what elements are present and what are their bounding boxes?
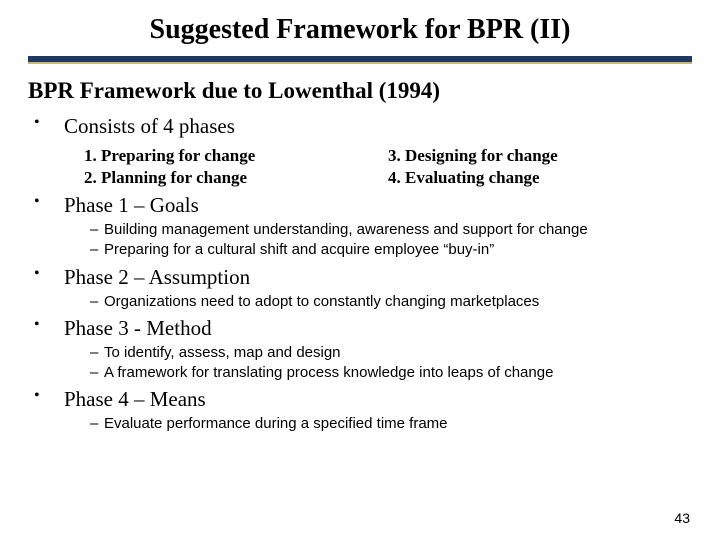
sub-item: To identify, assess, map and design	[90, 343, 692, 363]
phase-item: 4. Evaluating change	[388, 167, 692, 189]
bullet-item: Consists of 4 phases 1. Preparing for ch…	[28, 114, 692, 189]
sub-list: Building management understanding, aware…	[64, 220, 692, 261]
bullet-text: Phase 3 - Method	[64, 316, 212, 340]
sub-item: Evaluate performance during a specified …	[90, 414, 692, 434]
sub-list: Evaluate performance during a specified …	[64, 414, 692, 434]
sub-item: Organizations need to adopt to constantl…	[90, 292, 692, 312]
phase-item: 3. Designing for change	[388, 145, 692, 167]
bullet-item: Phase 2 – Assumption Organizations need …	[28, 265, 692, 312]
bullet-list: Consists of 4 phases 1. Preparing for ch…	[28, 114, 692, 435]
rule-light	[28, 62, 692, 64]
bullet-item: Phase 4 – Means Evaluate performance dur…	[28, 387, 692, 434]
bullet-text: Consists of 4 phases	[64, 114, 235, 138]
bullet-text: Phase 2 – Assumption	[64, 265, 250, 289]
phase-item: 2. Planning for change	[84, 167, 388, 189]
sub-item: Preparing for a cultural shift and acqui…	[90, 240, 692, 260]
slide: Suggested Framework for BPR (II) BPR Fra…	[0, 0, 720, 540]
phases-grid: 1. Preparing for change 2. Planning for …	[84, 145, 692, 189]
slide-subtitle: BPR Framework due to Lowenthal (1994)	[28, 78, 692, 104]
phase-item: 1. Preparing for change	[84, 145, 388, 167]
page-number: 43	[674, 510, 690, 526]
sub-list: Organizations need to adopt to constantl…	[64, 292, 692, 312]
phases-col-left: 1. Preparing for change 2. Planning for …	[84, 145, 388, 189]
sub-list: To identify, assess, map and design A fr…	[64, 343, 692, 384]
bullet-text: Phase 4 – Means	[64, 387, 206, 411]
phases-col-right: 3. Designing for change 4. Evaluating ch…	[388, 145, 692, 189]
bullet-item: Phase 3 - Method To identify, assess, ma…	[28, 316, 692, 384]
bullet-text: Phase 1 – Goals	[64, 193, 199, 217]
sub-item: A framework for translating process know…	[90, 363, 692, 383]
title-rule	[28, 56, 692, 64]
bullet-item: Phase 1 – Goals Building management unde…	[28, 193, 692, 261]
slide-title: Suggested Framework for BPR (II)	[28, 14, 692, 46]
sub-item: Building management understanding, aware…	[90, 220, 692, 240]
